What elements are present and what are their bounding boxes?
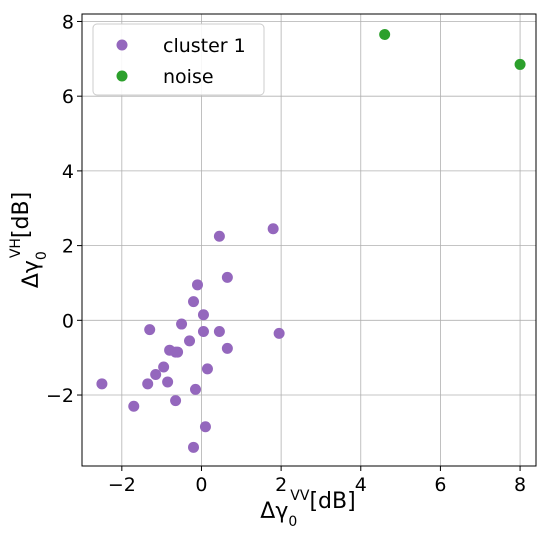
point-cluster-1 — [176, 318, 188, 330]
point-noise — [514, 58, 526, 70]
y-tick-label: 2 — [62, 236, 74, 258]
point-cluster-1 — [144, 324, 156, 336]
y-tick-label: 0 — [62, 310, 74, 332]
legend-marker-noise — [116, 70, 128, 82]
point-cluster-1 — [221, 342, 233, 354]
legend: cluster 1 noise — [92, 23, 265, 96]
legend-label-cluster-1: cluster 1 — [163, 35, 246, 57]
x-tick-label: 0 — [195, 474, 207, 496]
point-cluster-1 — [128, 400, 140, 412]
x-tick-label: 4 — [355, 474, 367, 496]
x-tick-label: 2 — [275, 474, 287, 496]
point-cluster-1 — [191, 279, 203, 291]
point-cluster-1 — [267, 223, 279, 235]
point-cluster-1 — [199, 421, 211, 433]
legend-label-noise: noise — [163, 66, 214, 88]
point-cluster-1 — [184, 335, 196, 347]
point-cluster-1 — [190, 383, 201, 395]
plot-frame — [81, 13, 537, 467]
y-axis-title: Δγ0VH[dB] — [8, 192, 50, 288]
point-cluster-1 — [188, 441, 200, 453]
point-cluster-1 — [142, 378, 154, 390]
point-cluster-1 — [158, 361, 170, 373]
data-points — [96, 29, 526, 453]
y-tick-label: 6 — [62, 86, 74, 108]
x-axis-title: Δγ0VV[dB] — [260, 488, 355, 530]
x-tick-label: 8 — [514, 474, 526, 496]
point-cluster-1 — [273, 327, 285, 339]
point-cluster-1 — [170, 395, 182, 407]
point-cluster-1 — [150, 368, 162, 380]
point-cluster-1 — [213, 230, 225, 242]
point-noise — [379, 29, 391, 41]
y-tick-label: −2 — [46, 385, 74, 407]
point-cluster-1 — [201, 363, 213, 375]
point-cluster-1 — [188, 296, 200, 308]
axis-ticks: −2 0 2 4 6 8 −2 0 2 4 6 8 — [46, 11, 526, 496]
point-cluster-1 — [213, 326, 225, 338]
y-tick-label: 4 — [62, 161, 74, 183]
point-cluster-1 — [221, 271, 233, 283]
point-cluster-1 — [162, 376, 174, 388]
point-cluster-1 — [197, 309, 209, 321]
point-cluster-1 — [172, 346, 184, 358]
x-tick-label: 6 — [434, 474, 446, 496]
legend-marker-cluster-1 — [116, 39, 128, 51]
x-tick-label: −2 — [108, 474, 136, 496]
y-tick-label: 8 — [62, 11, 74, 33]
point-cluster-1 — [197, 326, 209, 338]
point-cluster-1 — [96, 378, 108, 390]
legend-box — [92, 23, 265, 96]
